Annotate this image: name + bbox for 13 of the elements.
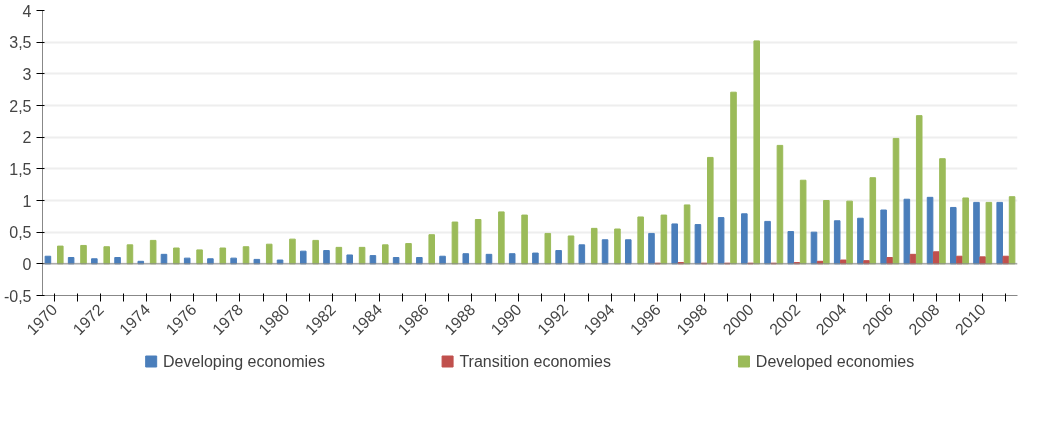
y-tick-label: 0,5 — [9, 224, 32, 242]
y-tick-label: -0,5 — [3, 287, 32, 305]
y-tick-label: 0 — [22, 255, 32, 273]
legend-label: Developing economies — [163, 353, 325, 370]
y-tick-label: 1,5 — [9, 160, 32, 178]
y-tick-label: 3,5 — [9, 34, 32, 52]
y-tick-label: 4 — [22, 2, 32, 20]
legend-label: Transition economies — [459, 353, 611, 370]
y-tick-label: 3 — [22, 65, 32, 83]
y-tick-label: 2,5 — [9, 97, 32, 115]
y-tick-label: 2 — [22, 129, 32, 147]
y-tick-label: 1 — [22, 192, 32, 210]
legend-label: Developed economies — [755, 353, 915, 370]
